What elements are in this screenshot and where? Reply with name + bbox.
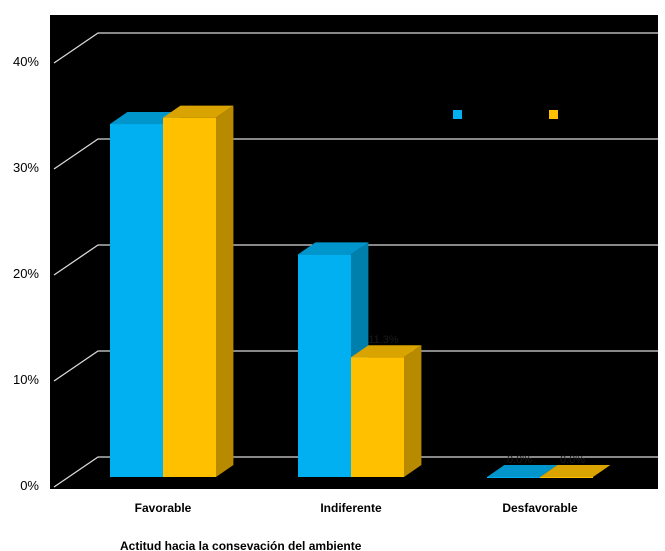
bar-front (163, 117, 216, 477)
bar-side (404, 345, 422, 477)
gridline (53, 244, 658, 276)
gridline (53, 138, 658, 170)
bar (163, 105, 234, 477)
gridline (53, 350, 658, 382)
y-tick-label: 30% (13, 160, 39, 175)
bar: 0.0% (540, 454, 611, 478)
y-tick-label: 40% (13, 54, 39, 69)
bar-top (351, 345, 422, 358)
x-tick-label: Desfavorable (502, 501, 578, 515)
y-tick-label: 10% (13, 372, 39, 387)
bar-side (216, 105, 234, 477)
x-tick-label: Indiferente (320, 501, 382, 515)
bar-top (110, 112, 181, 125)
bar-front (110, 124, 163, 478)
data-label: 11.3% (368, 334, 399, 346)
legend-swatch (453, 110, 462, 119)
data-label: 0.0% (507, 454, 532, 466)
bar-front (540, 477, 593, 478)
bar-top (540, 465, 611, 477)
bar: 0.0% (487, 454, 558, 478)
y-tick-label: 0% (20, 478, 39, 493)
bar-front (487, 477, 540, 478)
legend-swatch (549, 110, 558, 119)
bar-front (298, 254, 351, 477)
bar-top (487, 465, 558, 477)
x-axis-label: Actitud hacia la consevación del ambient… (120, 539, 362, 551)
bar-top (298, 242, 369, 255)
gridline (53, 456, 658, 488)
bar-front (351, 357, 404, 477)
data-label: 0.0% (560, 454, 585, 466)
x-tick-label: Favorable (135, 501, 192, 515)
y-tick-label: 20% (13, 266, 39, 281)
gridline (53, 32, 658, 64)
bar: 11.3% (351, 334, 422, 477)
bar-top (163, 105, 234, 118)
